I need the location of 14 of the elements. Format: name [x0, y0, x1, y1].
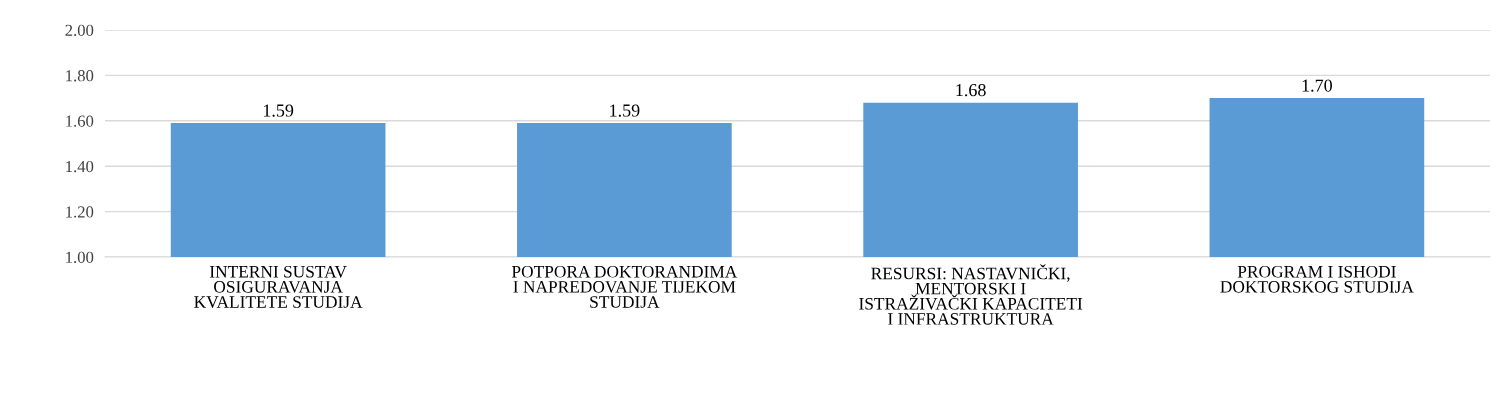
x-tick-label: POTPORA DOKTORANDIMA I NAPREDOVANJE TIJEKOM STUDIJA: [511, 265, 738, 308]
y-tick-label: 2.00: [65, 24, 94, 37]
y-tick-label: 1.00: [66, 251, 94, 264]
data-label: 1.59: [263, 104, 294, 117]
x-tick-label: PROGRAM I ISHODI DOKTORSKOG STUDIJA: [1220, 265, 1414, 293]
y-tick-label: 1.60: [66, 115, 94, 127]
data-label: 1.68: [956, 84, 986, 97]
data-label: 1.59: [610, 104, 640, 117]
y-tick-label: 1.20: [66, 206, 94, 218]
x-tick-label: RESURSI: NASTAVNIČKI, MENTORSKI I ISTRAŽIVAČKI KAPACITETI I INFRASTRUKTURA: [859, 264, 1083, 325]
data-label: 1.70: [1302, 79, 1332, 92]
y-tick-label: 1.80: [66, 70, 94, 82]
y-tick-label: 1.40: [66, 160, 94, 173]
x-tick-label: INTERNI SUSTAV OSIGURAVANJA KVALITETE STUDIJA: [194, 265, 363, 308]
